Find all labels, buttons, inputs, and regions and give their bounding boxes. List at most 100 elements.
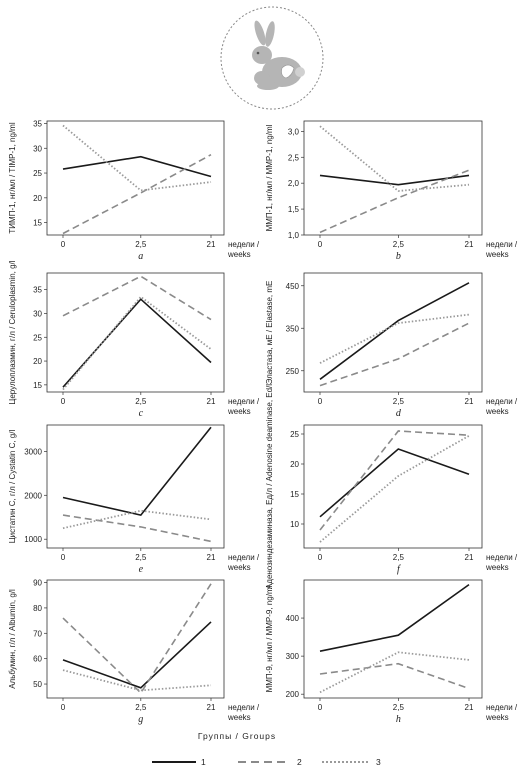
x-tick-label: 0	[318, 240, 323, 249]
panel-letter: c	[139, 408, 144, 419]
series-line-2	[62, 153, 212, 235]
rabbit-logo	[220, 6, 324, 110]
y-tick-label: 60	[33, 655, 42, 664]
legend: Группы / Groups 1 2 3	[152, 731, 381, 767]
panel-letter: d	[396, 408, 402, 419]
x-tick-label: 2,5	[393, 397, 405, 406]
panel-letter: a	[138, 251, 143, 262]
series-line-1	[62, 298, 212, 388]
legend-label-1: 1	[201, 757, 206, 767]
y-tick-label: 35	[33, 286, 42, 295]
series-line-1	[62, 621, 212, 689]
x-tick-label: 21	[465, 703, 474, 712]
y-axis-label: Аденозиндезаминаза, Ед/л / Adenosine dea…	[265, 384, 274, 589]
y-tick-label: 450	[286, 282, 300, 291]
x-tick-label: 2,5	[135, 703, 147, 712]
series-line-2	[62, 583, 212, 695]
chart-panel-e: 1000 2000 3000 0 2,5 21 недели /weeks e Цистатин…	[8, 424, 260, 575]
y-tick-label: 2,0	[288, 179, 300, 188]
y-tick-label: 15	[33, 219, 42, 228]
y-tick-label: 70	[33, 629, 42, 638]
series-line-3	[319, 435, 470, 543]
x-tick-label: 21	[465, 240, 474, 249]
plot-frame	[46, 579, 225, 699]
chart-panel-a: 15 20 25 30 35 0 2,5 21 недели /weeks a ТИМП-1, нг…	[8, 119, 260, 262]
chart-panel-c: 15 20 25 30 35 0 2,5 21 недели /weeks c Церулоплаз…	[8, 260, 260, 419]
chart-panel-h: 200 300 400 0 2,5 21 недели /weeks h ММП-9, нг/м…	[265, 579, 518, 725]
x-tick-label: 21	[465, 397, 474, 406]
plot-frame	[46, 120, 225, 236]
series-line-1	[319, 174, 470, 186]
x-tick-label: 0	[61, 397, 66, 406]
legend-title: Группы / Groups	[198, 731, 276, 741]
y-tick-label: 20	[33, 357, 42, 366]
series-line-1	[319, 282, 470, 380]
y-tick-label: 1000	[24, 535, 42, 544]
plot-frame	[303, 272, 483, 393]
x-tick-label: 0	[318, 703, 323, 712]
y-axis-label: ТИМП-1, нг/мл / TIMP-1, ng/ml	[8, 122, 17, 233]
x-axis-label: weeks	[485, 407, 509, 416]
panel-letter: b	[396, 251, 401, 262]
x-tick-label: 2,5	[135, 397, 147, 406]
y-tick-label: 3,0	[288, 127, 300, 136]
x-tick-label: 0	[318, 397, 323, 406]
series-line-3	[319, 125, 470, 192]
y-tick-label: 20	[290, 460, 299, 469]
series-line-1	[62, 426, 212, 516]
y-tick-label: 1,5	[288, 205, 300, 214]
y-tick-label: 10	[290, 520, 299, 529]
y-tick-label: 2,5	[288, 153, 300, 162]
y-axis-label: ММП-1, нг/мл / MMP-1, ng/ml	[265, 124, 274, 231]
y-tick-label: 15	[33, 381, 42, 390]
plot-frame	[303, 120, 483, 236]
y-axis-label: Эластаза, мЕ / Elastase, mE	[265, 281, 274, 385]
y-tick-label: 300	[286, 652, 300, 661]
y-tick-label: 30	[33, 309, 42, 318]
y-axis-label: Альбумин, г/л / Albumin, g/l	[8, 589, 17, 689]
series-line-3	[319, 651, 470, 694]
plot-frame	[303, 424, 483, 549]
x-axis-label: недели /	[486, 553, 518, 562]
series-line-2	[319, 322, 470, 387]
y-tick-label: 1,0	[288, 231, 300, 240]
series-line-2	[319, 430, 470, 531]
y-tick-label: 15	[290, 490, 299, 499]
series-line-3	[62, 669, 212, 692]
y-tick-label: 2000	[24, 491, 42, 500]
x-axis-label: недели /	[228, 553, 260, 562]
plot-frame	[46, 272, 225, 393]
series-line-3	[62, 509, 212, 530]
chart-panel-d: 250 350 450 0 2,5 21 недели /weeks d Эластаза, м…	[265, 272, 518, 419]
x-tick-label: 2,5	[135, 240, 147, 249]
series-line-2	[62, 514, 212, 543]
x-tick-label: 0	[61, 553, 66, 562]
legend-label-3: 3	[376, 757, 381, 767]
series-line-1	[319, 448, 470, 518]
y-tick-label: 25	[290, 430, 299, 439]
rabbit-icon	[252, 20, 305, 90]
series-line-3	[62, 124, 212, 192]
x-tick-label: 2,5	[393, 703, 405, 712]
logo-circle	[220, 6, 324, 110]
legend-item-3: 3	[322, 757, 381, 767]
series-line-3	[319, 313, 470, 364]
y-tick-label: 3000	[24, 447, 42, 456]
plot-frame	[46, 424, 225, 549]
panel-letter: f	[397, 564, 401, 575]
x-axis-label: weeks	[485, 563, 509, 572]
x-axis-label: weeks	[227, 563, 251, 572]
legend-label-2: 2	[297, 757, 302, 767]
y-axis-label: Цистатин C, г/л / Cystatin C, g/l	[8, 430, 17, 544]
x-axis-label: недели /	[228, 703, 260, 712]
x-axis-label: weeks	[485, 250, 509, 259]
x-axis-label: недели /	[486, 397, 518, 406]
plot-frame	[303, 579, 483, 699]
y-tick-label: 50	[33, 680, 42, 689]
x-tick-label: 21	[207, 397, 216, 406]
y-axis-label: Церулоплазмин, г/л / Ceruloplasmin, g/l	[8, 260, 17, 404]
x-tick-label: 21	[207, 703, 216, 712]
x-tick-label: 21	[207, 553, 216, 562]
